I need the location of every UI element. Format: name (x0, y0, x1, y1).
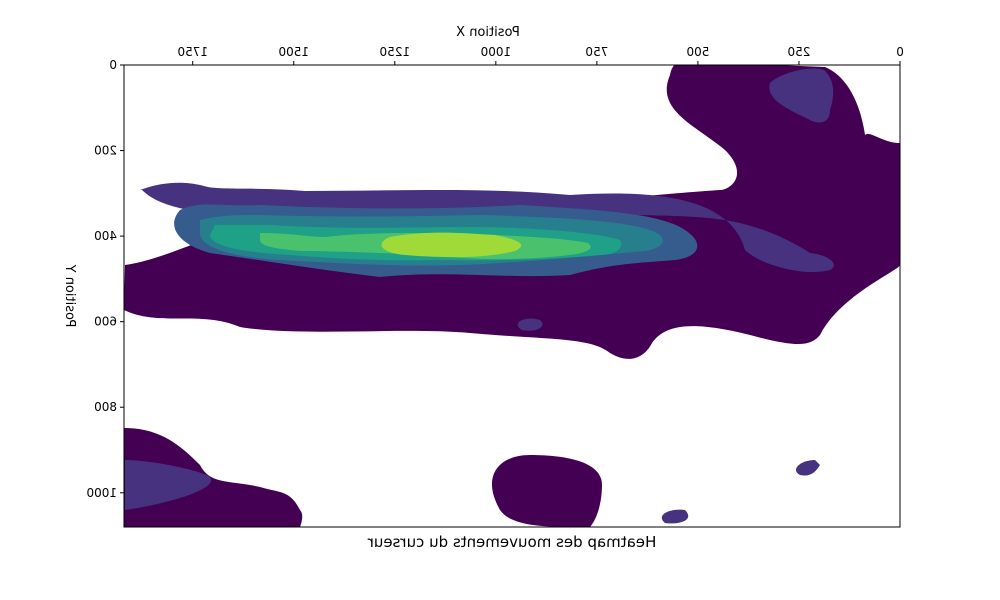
x-axis-ticks: 0 250 500 750 1000 1250 1500 1750 (177, 45, 904, 65)
y-tick-label: 1000 (86, 486, 117, 500)
x-tick-label: 0 (896, 45, 904, 59)
chart-title: Heatmap des mouvements du curseur (367, 533, 656, 551)
density-level-7 (381, 232, 522, 258)
x-tick-label: 1250 (380, 45, 411, 59)
x-tick-label: 1000 (481, 45, 512, 59)
x-tick-label: 1750 (177, 45, 208, 59)
y-tick-label: 200 (94, 144, 117, 158)
x-tick-label: 1500 (278, 45, 309, 59)
y-tick-label: 600 (94, 315, 117, 329)
plot-area-frame (123, 64, 901, 528)
x-tick-label: 750 (585, 45, 608, 59)
density-level-1 (124, 65, 900, 527)
y-tick-label: 400 (94, 229, 117, 243)
y-tick-label: 0 (109, 58, 117, 72)
y-axis-ticks: 0 200 400 600 800 1000 (86, 58, 124, 500)
y-axis-label: Position Y (62, 265, 77, 328)
x-tick-label: 500 (686, 45, 709, 59)
y-tick-label: 800 (94, 400, 117, 414)
x-axis-label: Position X (456, 25, 520, 40)
x-tick-label: 250 (788, 45, 811, 59)
density-level-2 (125, 68, 834, 524)
